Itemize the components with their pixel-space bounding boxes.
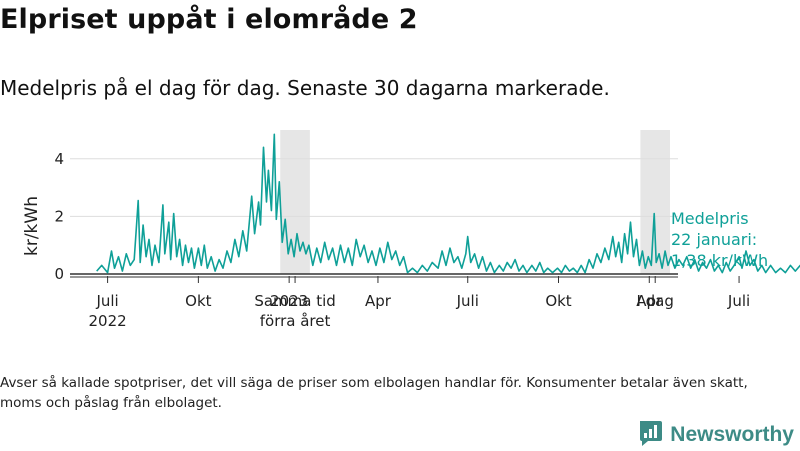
annotation-line: 1,38 kr/kWh — [671, 251, 768, 270]
series-layer — [96, 133, 800, 274]
brand-name: Newsworthy — [670, 423, 794, 446]
axes — [70, 273, 740, 283]
x-tick-label: Apr — [365, 292, 392, 310]
y-tick-label: 4 — [54, 150, 64, 168]
price-chart: Samma tid förra året I dag 0 2 4 kr/kWh Juli 202… — [22, 130, 800, 330]
labels-layer: Samma tid förra året I dag 0 2 4 kr/kWh Juli 202… — [22, 150, 768, 330]
newsworthy-logo-icon — [638, 419, 664, 451]
x-tick-label: Okt — [185, 292, 211, 310]
x-tick-label: Okt — [545, 292, 571, 310]
price-series-line — [96, 133, 800, 274]
highlight-label: Samma tid — [254, 292, 335, 310]
highlight-label: I dag — [636, 292, 673, 310]
y-axis-label: kr/kWh — [22, 196, 42, 256]
x-tick-label: 2023 — [270, 292, 308, 310]
x-tick-label: Juli — [95, 292, 118, 310]
x-tick-label: Juli — [456, 292, 479, 310]
brand: Newsworthy — [638, 419, 794, 451]
annotation-line: Medelpris — [671, 209, 749, 228]
annotation-line: 22 januari: — [671, 230, 757, 249]
chart-title: Elpriset uppåt i elområde 2 — [0, 4, 418, 35]
highlight-sublabel: förra året — [260, 312, 331, 330]
footnote: Avser så kallade spotpriser, det vill sä… — [0, 375, 748, 411]
x-tick-sublabel: 2022 — [89, 312, 127, 330]
gridlines — [70, 158, 678, 217]
x-tick-label: Apr — [636, 292, 663, 310]
y-tick-label: 2 — [54, 207, 64, 225]
y-tick-label: 0 — [54, 265, 64, 283]
chart-subtitle: Medelpris på el dag för dag. Senaste 30 … — [0, 76, 610, 100]
x-tick-label: Juli — [727, 292, 750, 310]
